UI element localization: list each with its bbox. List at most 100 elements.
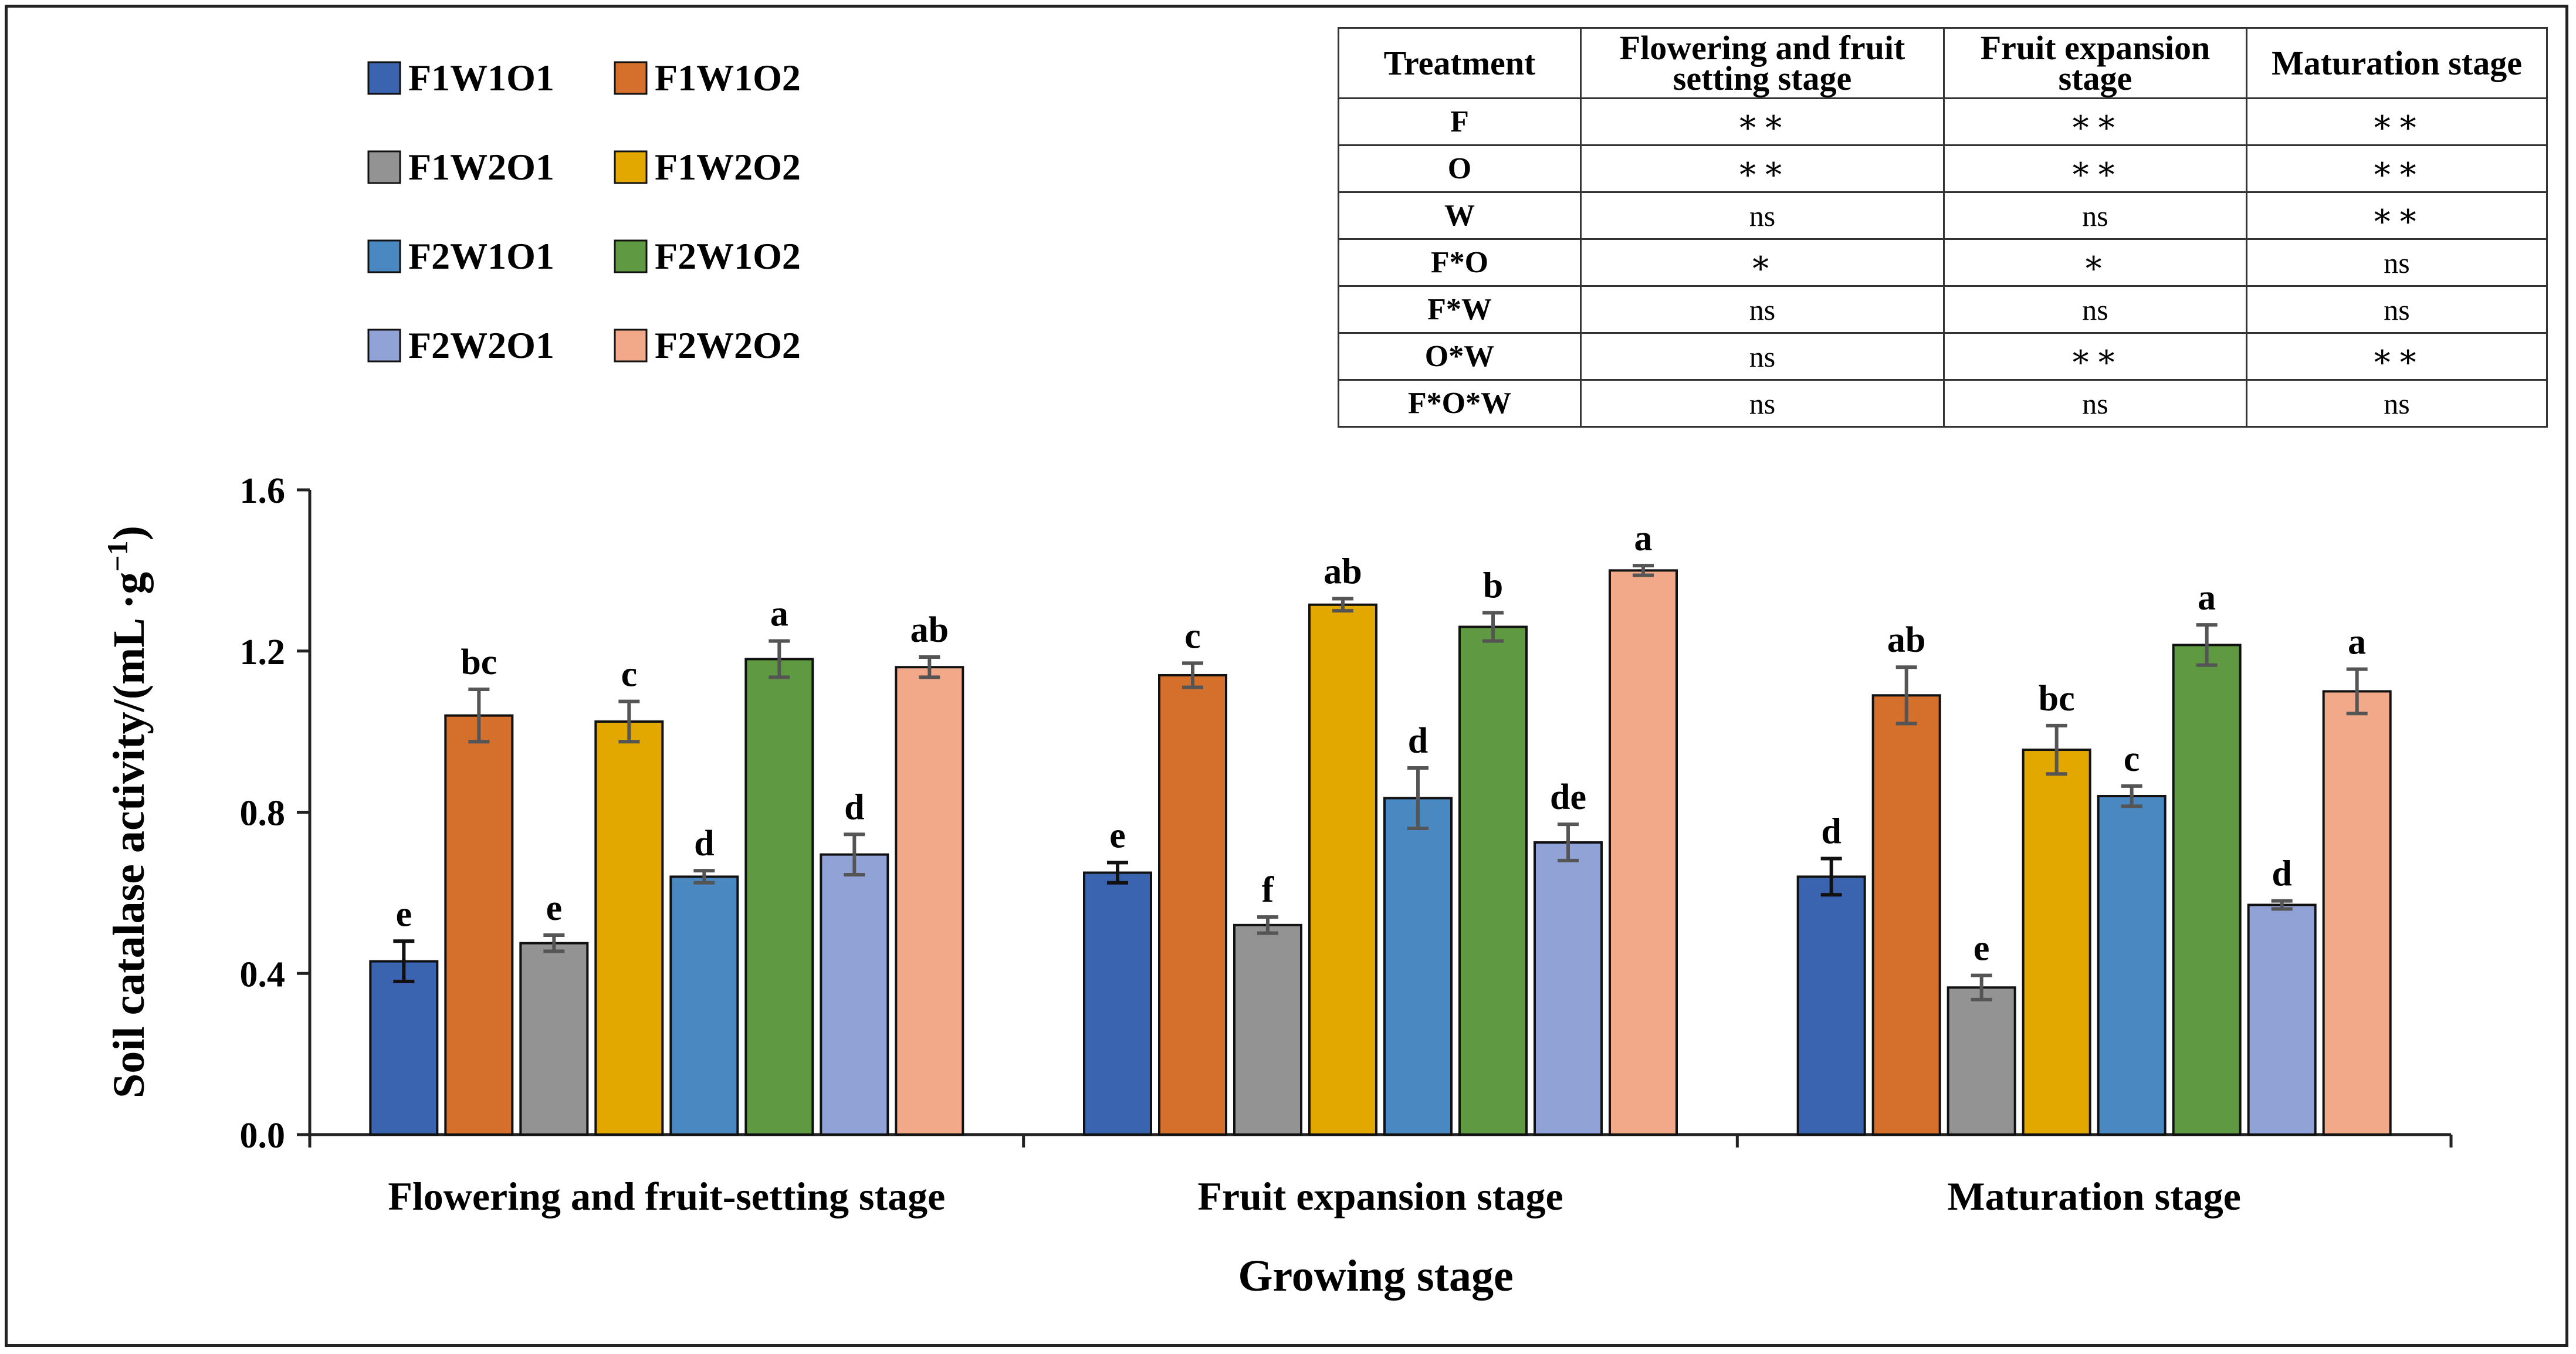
y-axis-title-superscript: −1 [101,540,134,572]
table-cell-significance: ns [1943,285,2247,334]
bar-f1w1o2 [444,714,514,1136]
x-category-labels: Flowering and fruit-setting stage Fruit e… [388,1174,2241,1218]
bar-f2w1o2 [2172,644,2242,1136]
significance-letter: a [2348,622,2366,662]
bar-f1w1o2 [1871,694,1941,1136]
significance-letter: c [1184,616,1201,656]
legend-label: F1W2O2 [655,146,801,188]
significance-letter: bc [461,642,497,682]
legend-swatch-f1w1o1 [367,61,401,95]
significance-letter: e [546,888,563,928]
legend-label: F2W1O1 [408,235,554,277]
significance-letter: bc [2039,679,2075,719]
significance-letter: a [770,594,788,634]
y-tick-label: 0.0 [240,1116,286,1156]
x-category-label: Fruit expansion stage [1197,1174,1563,1218]
legend-swatch-f2w2o1 [367,329,401,363]
bar-f1w2o1 [1233,923,1302,1136]
y-ticks: 0.0 0.4 0.8 1.2 1.6 [240,471,2453,1156]
y-axis-title-main: Soil catalase activity/(mL ·g [104,572,154,1098]
table-cell-significance: ns [2246,379,2548,428]
significance-table: Treatment Flowering and fruit setting st… [1338,27,2548,428]
table-cell-significance: ∗∗ [1580,97,1945,146]
bar-f2w2o2 [2322,690,2392,1136]
bar-f1w2o2 [2022,749,2091,1136]
significance-letter: c [2124,739,2140,779]
table-cell-significance: ∗∗ [1943,332,2247,381]
table-row: F ∗∗ ∗∗ ∗∗ [1338,97,2548,146]
table-row: O*W ns ∗∗ ∗∗ [1338,332,2548,381]
legend-swatch-f1w2o1 [367,150,401,184]
table-header-treatment: Treatment [1338,27,1582,99]
table-cell-significance: ∗∗ [1580,144,1945,193]
bar-f2w1o2 [1458,625,1528,1136]
table-header-flowering: Flowering and fruit setting stage [1580,27,1945,99]
y-axis-title: Soil catalase activity/(mL ·g−1) [101,526,154,1098]
significance-letter: d [2272,854,2291,894]
table-cell-factor: F*O [1338,238,1582,287]
legend: F1W1O1 F1W1O2 F1W2O1 F1W2O2 F2W1O1 F2W1O2 F2W2… [367,57,801,366]
legend-swatch-f2w1o2 [614,239,648,273]
bar-f1w1o1 [1083,871,1152,1136]
bar-f2w1o1 [2097,795,2167,1136]
table-header-maturation: Maturation stage [2246,27,2548,99]
table-cell-factor: F [1338,97,1582,146]
legend-label: F1W1O1 [408,57,554,99]
significance-letter: a [1634,519,1653,558]
y-axis-title-close: ) [104,526,154,540]
x-category-label: Maturation stage [1947,1174,2240,1218]
significance-letter: ab [1887,620,1925,660]
legend-label: F2W1O2 [655,235,801,277]
table-cell-factor: O*W [1338,332,1582,381]
table-header-row: Treatment Flowering and fruit setting st… [1338,27,2548,99]
y-tick-label: 0.4 [240,954,286,994]
table-cell-significance: ns [1943,191,2247,240]
table-cell-significance: ∗∗ [1943,97,2247,146]
legend-swatch-f1w2o2 [614,150,648,184]
legend-label: F1W1O2 [655,57,801,99]
legend-label: F1W2O1 [408,146,554,188]
bar-f2w2o1 [2247,903,2317,1136]
bar-f1w1o1 [1796,875,1866,1136]
significance-letter: e [396,894,412,934]
bar-f2w1o1 [1383,797,1453,1136]
table-cell-significance: ∗∗ [2246,332,2548,381]
legend-swatch-f1w1o2 [614,61,648,95]
bar-f2w2o1 [820,853,889,1136]
legend-swatch-f2w2o2 [614,329,648,363]
significance-letter: de [1550,777,1586,817]
table-cell-significance: ∗∗ [2246,97,2548,146]
significance-letter: e [1109,815,1126,855]
table-cell-significance: ns [1580,332,1945,381]
bar-f1w1o1 [369,960,439,1136]
legend-swatch-f2w1o1 [367,239,401,273]
significance-letter: ab [910,610,949,650]
y-tick-label: 0.8 [240,794,286,834]
significance-letter: e [1974,929,1990,969]
table-row: F*O*W ns ns ns [1338,379,2548,428]
bar-f2w2o2 [1609,569,1678,1136]
bar-f1w2o2 [1308,603,1377,1136]
table-row: F*O ∗ ∗ ns [1338,238,2548,287]
table-cell-significance: ∗ [1943,238,2247,287]
y-tick-label: 1.6 [240,471,286,511]
significance-letter: f [1262,870,1275,910]
significance-letter: c [621,655,638,695]
x-axis-title: Growing stage [1238,1251,1513,1301]
table-cell-significance: ns [1580,285,1945,334]
table-cell-significance: ∗∗ [2246,144,2548,193]
bar-f1w2o1 [1947,986,2016,1136]
table-cell-significance: ∗ [1580,238,1945,287]
legend-label: F2W2O2 [655,324,801,366]
significance-letter: b [1483,566,1503,605]
table-cell-factor: F*O*W [1338,379,1582,428]
bar-f2w2o2 [895,666,964,1136]
table-cell-factor: W [1338,191,1582,240]
bar-f1w2o2 [594,720,664,1136]
significance-letter: d [1408,721,1428,761]
significance-letter: d [694,824,714,864]
table-row: O ∗∗ ∗∗ ∗∗ [1338,144,2548,193]
table-row: F*W ns ns ns [1338,285,2548,334]
